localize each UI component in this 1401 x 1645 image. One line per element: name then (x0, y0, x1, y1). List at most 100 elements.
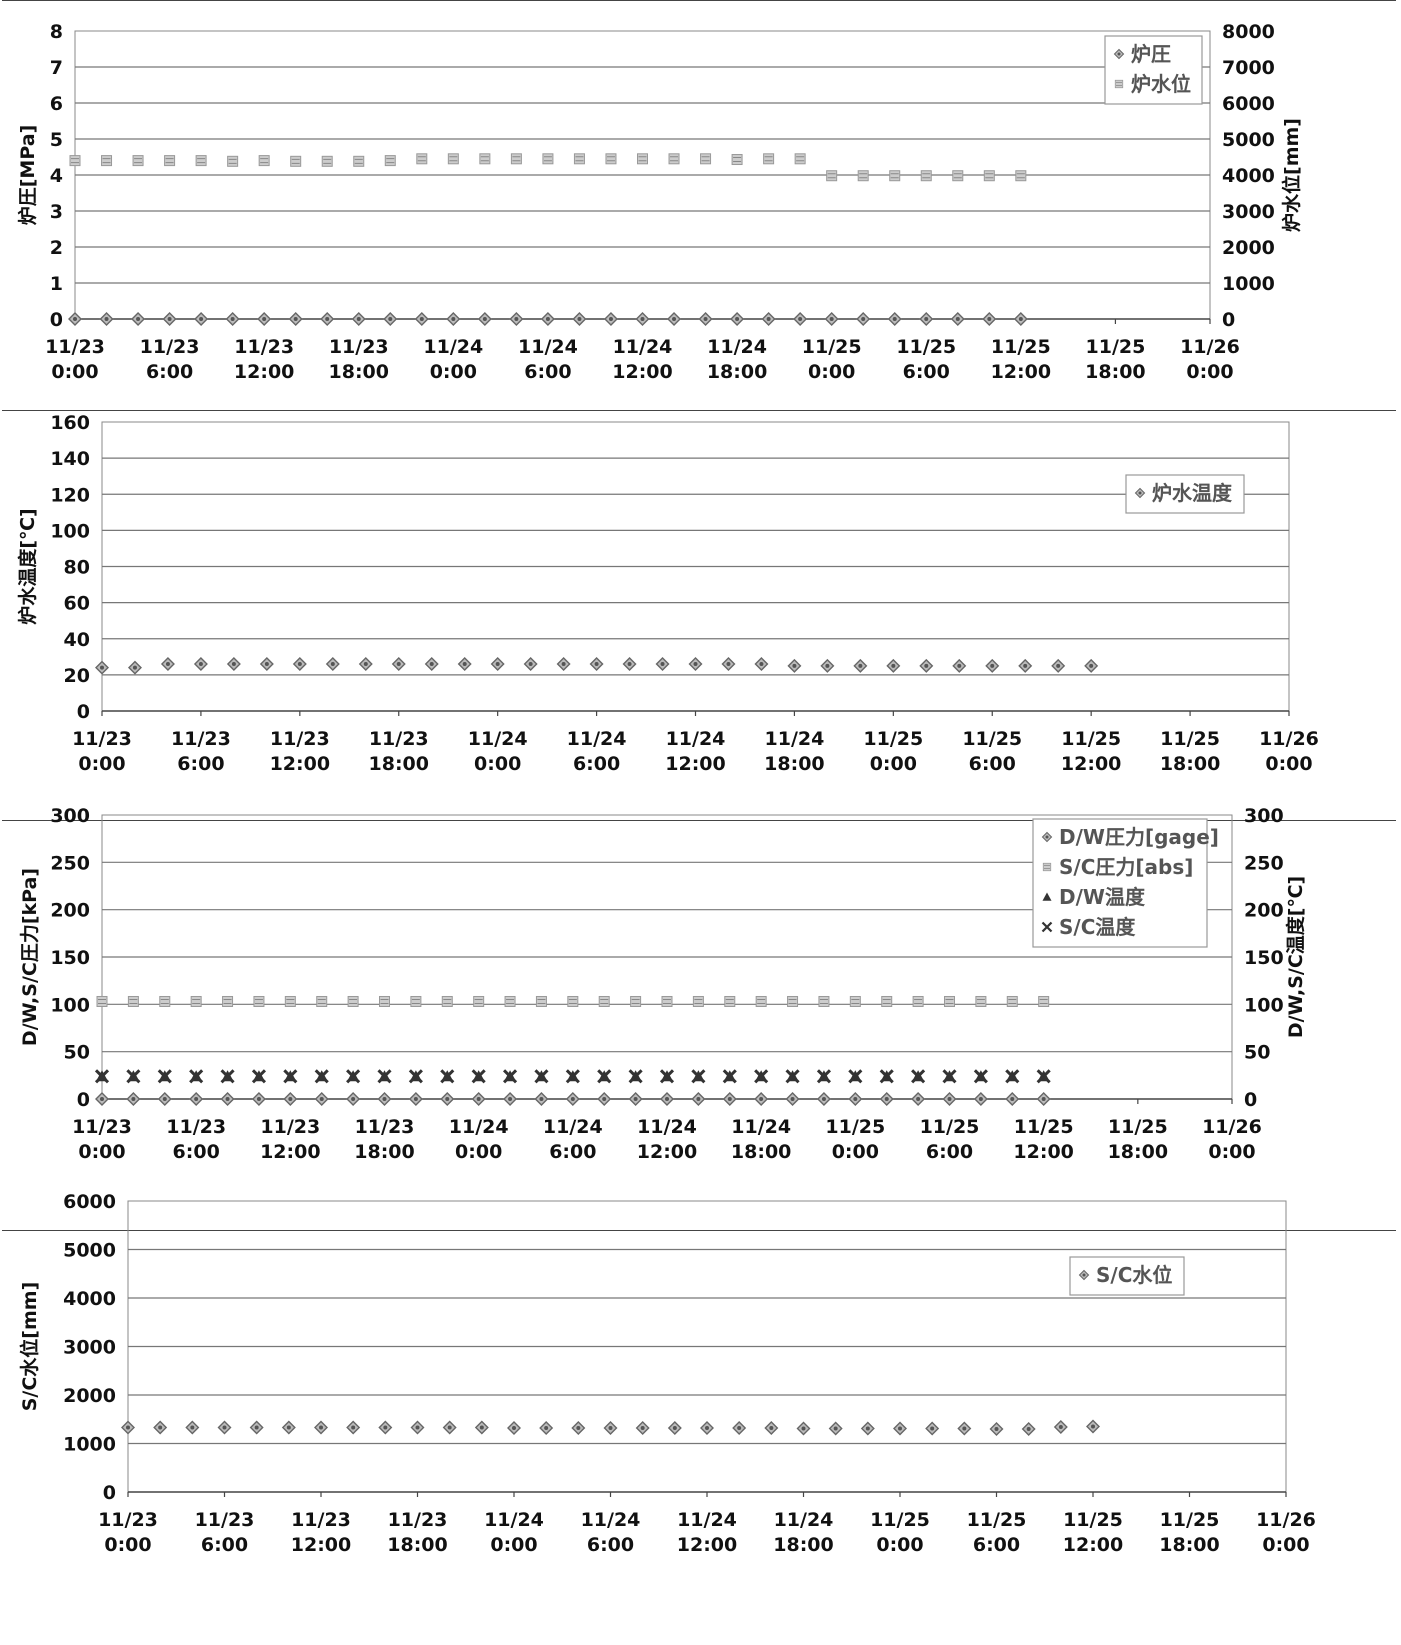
data-point (881, 995, 893, 1007)
data-point (314, 1092, 329, 1106)
data-point (424, 657, 439, 672)
data-point (99, 312, 114, 326)
x-tick-label: 11/25 12:00 (991, 336, 1051, 383)
data-point (127, 660, 142, 675)
data-point (724, 995, 736, 1007)
data-point (661, 995, 673, 1007)
data-point (730, 312, 745, 326)
data-point (887, 312, 902, 326)
data-point (605, 153, 617, 165)
x-tick-label: 11/23 18:00 (354, 1116, 414, 1163)
data-point (281, 1420, 296, 1435)
data-point (132, 155, 144, 167)
data-point (127, 995, 139, 1007)
legend (1069, 1256, 1185, 1296)
data-point (540, 312, 555, 326)
x-tick-label: 11/24 12:00 (665, 728, 725, 775)
data-point (565, 1069, 580, 1084)
data-point (860, 1421, 875, 1436)
data-point (879, 1092, 894, 1106)
data-point (920, 170, 932, 182)
data-point (69, 155, 81, 167)
legend (1125, 474, 1245, 514)
x-tick-label: 11/23 18:00 (387, 1509, 447, 1556)
data-point (818, 995, 830, 1007)
data-point (474, 1420, 489, 1435)
data-point (346, 1420, 361, 1435)
x-tick-label: 11/25 18:00 (1160, 728, 1220, 775)
data-point (440, 1069, 455, 1084)
data-point (754, 1092, 769, 1106)
data-point (153, 1420, 168, 1435)
data-point (1005, 1092, 1020, 1106)
data-point (688, 657, 703, 672)
data-point (659, 1069, 675, 1084)
data-point (473, 995, 485, 1007)
y2-tick-label: 0 (1222, 309, 1235, 331)
data-point (952, 170, 964, 182)
data-point (857, 170, 869, 182)
data-point (159, 995, 171, 1007)
data-point (573, 153, 585, 165)
x-tick-label: 11/23 12:00 (291, 1509, 351, 1556)
data-point (410, 995, 422, 1007)
y-tick-label: 3000 (63, 1337, 116, 1359)
data-point (692, 995, 704, 1007)
x-tick-label: 11/24 0:00 (484, 1509, 544, 1556)
data-point (195, 155, 207, 167)
legend-marker (1042, 862, 1052, 872)
data-point (502, 1069, 518, 1084)
x-tick-label: 11/23 6:00 (171, 728, 231, 775)
x-tick-label: 11/23 6:00 (166, 1116, 226, 1163)
data-point (848, 1092, 863, 1106)
data-point (258, 155, 270, 167)
data-point (816, 1092, 831, 1106)
y2-tick-label: 1000 (1222, 273, 1275, 295)
data-point (226, 657, 241, 672)
data-point (220, 1092, 235, 1106)
y-tick-label: 80 (64, 557, 90, 579)
data-point (700, 1420, 714, 1435)
data-point (384, 155, 396, 167)
data-point (785, 1069, 800, 1084)
data-point (1086, 1419, 1100, 1434)
x-tick-label: 11/25 6:00 (896, 336, 956, 383)
data-point (189, 1069, 204, 1084)
data-point (796, 1421, 811, 1436)
data-point (347, 995, 359, 1007)
y-tick-label: 7 (50, 57, 63, 79)
data-point (628, 1069, 643, 1084)
x-tick-label: 11/23 0:00 (98, 1509, 158, 1556)
y-tick-label: 100 (50, 994, 90, 1016)
x-tick-label: 11/25 6:00 (920, 1116, 980, 1163)
data-point (556, 657, 571, 672)
data-point (1005, 1069, 1020, 1084)
data-point (879, 1069, 894, 1084)
x-tick-label: 11/24 18:00 (731, 1116, 791, 1163)
data-point (490, 657, 505, 672)
data-point (416, 153, 428, 165)
x-tick-label: 11/23 6:00 (195, 1509, 255, 1556)
data-point (358, 657, 373, 672)
data-point (121, 1420, 135, 1435)
x-tick-label: 11/25 0:00 (825, 1116, 885, 1163)
x-tick-label: 11/24 18:00 (764, 728, 824, 775)
data-point (471, 1092, 486, 1106)
data-point (889, 170, 901, 182)
data-point (820, 658, 835, 673)
chart-4: 0 1000 2000 3000 4000 5000 6000 11/23 0:00 11/23 6… (18, 1191, 1316, 1556)
legend-label: D/W圧力[gage] (1059, 825, 1219, 849)
data-point (314, 1420, 328, 1435)
data-point (217, 1420, 232, 1435)
data-point (131, 312, 146, 326)
x-tick-label: 11/26 0:00 (1256, 1509, 1316, 1556)
data-point (314, 1069, 329, 1084)
y-tick-label: 0 (77, 1089, 90, 1111)
y-tick-label: 160 (50, 412, 90, 434)
data-point (856, 312, 871, 326)
data-point (442, 1420, 457, 1435)
x-tick-label: 11/25 0:00 (870, 1509, 930, 1556)
y-axis-title: 炉水温度[℃] (16, 508, 39, 624)
data-point (944, 995, 955, 1007)
data-point (249, 1420, 264, 1435)
